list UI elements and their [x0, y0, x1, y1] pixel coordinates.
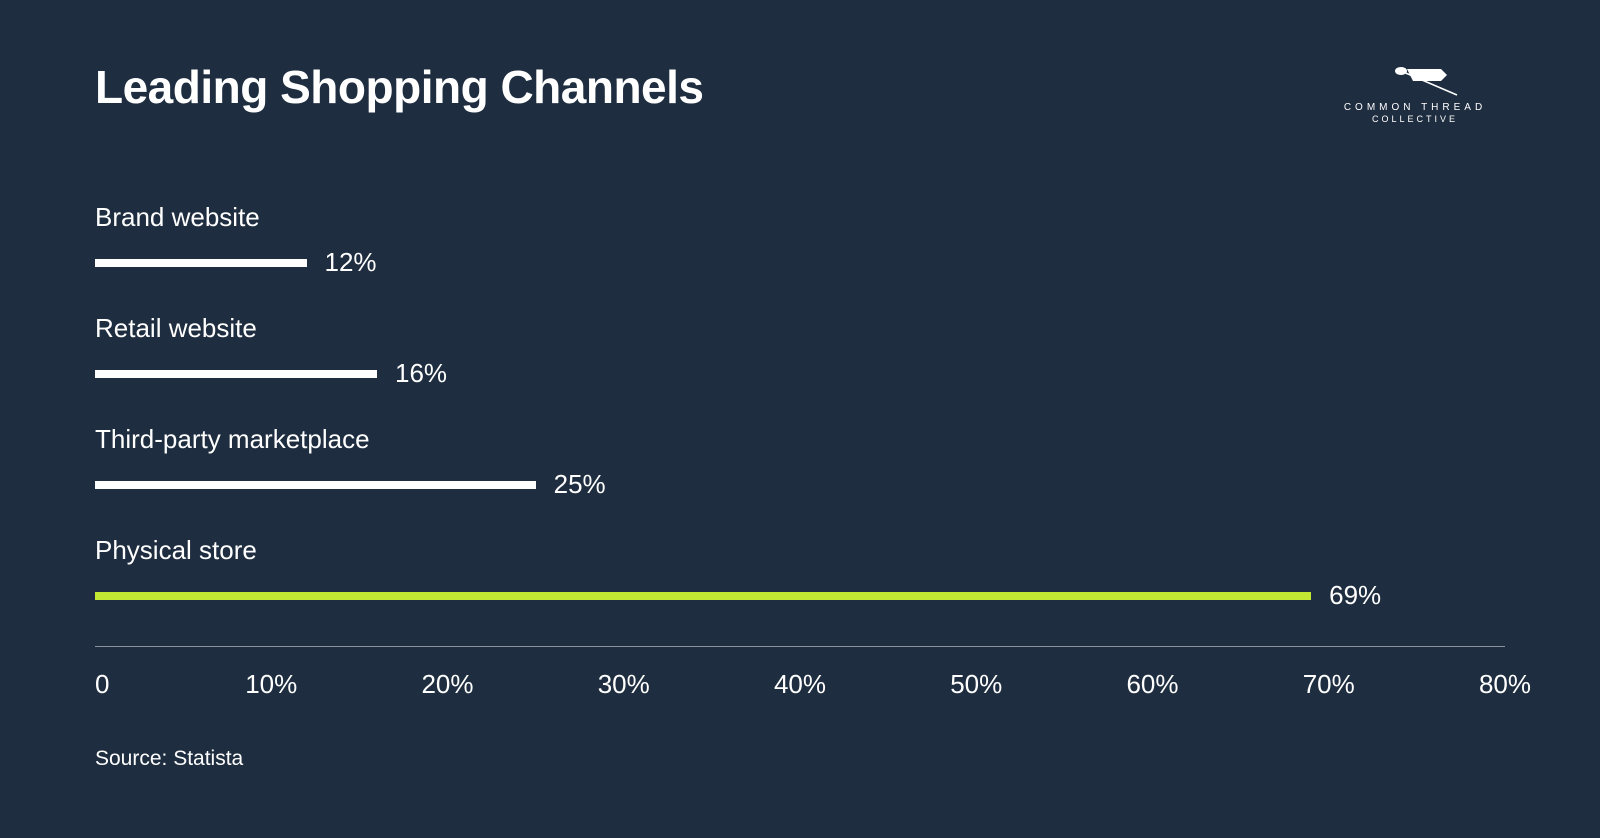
x-axis-line [95, 646, 1505, 647]
bar-chart: Brand website 12% Retail website 16% Third-p… [95, 202, 1505, 699]
bar-wrap: 25% [95, 469, 1505, 500]
axis-tick: 30% [598, 669, 650, 700]
bar-value: 69% [1329, 580, 1381, 611]
axis-tick: 70% [1303, 669, 1355, 700]
bar-value: 16% [395, 358, 447, 389]
bar-wrap: 12% [95, 247, 1505, 278]
bar [95, 259, 307, 267]
bar-label: Brand website [95, 202, 1505, 233]
bar-wrap: 16% [95, 358, 1505, 389]
header: Leading Shopping Channels COMMON THREAD … [95, 60, 1505, 130]
brand-logo: COMMON THREAD COLLECTIVE [1325, 60, 1505, 130]
bar-row: Brand website 12% [95, 202, 1505, 278]
axis-tick: 50% [950, 669, 1002, 700]
bar [95, 370, 377, 378]
bar-row: Third-party marketplace 25% [95, 424, 1505, 500]
bar-row: Retail website 16% [95, 313, 1505, 389]
brand-line1: COMMON THREAD [1344, 101, 1486, 114]
brand-logo-text: COMMON THREAD COLLECTIVE [1344, 101, 1486, 126]
chart-title: Leading Shopping Channels [95, 60, 704, 114]
bar-label: Retail website [95, 313, 1505, 344]
source-text: Source: Statista [95, 747, 1505, 771]
axis-tick: 10% [245, 669, 297, 700]
bars-area: Brand website 12% Retail website 16% Third-p… [95, 202, 1505, 611]
x-axis-ticks: 010%20%30%40%50%60%70%80% [95, 669, 1505, 699]
axis-tick: 40% [774, 669, 826, 700]
brand-line2: COLLECTIVE [1344, 114, 1486, 126]
axis-tick: 80% [1479, 669, 1531, 700]
axis-tick: 20% [421, 669, 473, 700]
axis-tick: 0 [95, 669, 109, 700]
bar-row: Physical store 69% [95, 535, 1505, 611]
flag-icon [1395, 65, 1455, 93]
bar-wrap: 69% [95, 580, 1505, 611]
bar [95, 481, 536, 489]
bar-label: Physical store [95, 535, 1505, 566]
bar-value: 25% [554, 469, 606, 500]
bar-label: Third-party marketplace [95, 424, 1505, 455]
bar-value: 12% [325, 247, 377, 278]
bar [95, 592, 1311, 600]
chart-container: Leading Shopping Channels COMMON THREAD … [0, 0, 1600, 838]
axis-tick: 60% [1126, 669, 1178, 700]
